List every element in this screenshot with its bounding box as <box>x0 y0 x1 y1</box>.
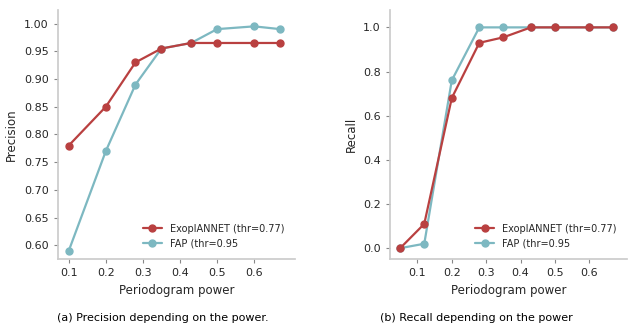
Legend: ExoplANNET (thr=0.77), FAP (thr=0.95: ExoplANNET (thr=0.77), FAP (thr=0.95 <box>469 218 622 254</box>
X-axis label: Periodogram power: Periodogram power <box>451 284 566 297</box>
FAP (thr=0.95 <box>65 249 72 253</box>
ExoplANNET (thr=0.77) <box>188 41 195 45</box>
FAP (thr=0.95 <box>276 27 284 31</box>
FAP (thr=0.95 <box>157 47 165 51</box>
Y-axis label: Recall: Recall <box>344 117 358 152</box>
FAP (thr=0.95 <box>476 26 483 29</box>
ExoplANNET (thr=0.77) <box>527 26 535 29</box>
FAP (thr=0.95 <box>250 24 258 28</box>
ExoplANNET (thr=0.77) <box>250 41 258 45</box>
ExoplANNET (thr=0.77) <box>396 246 404 250</box>
Line: ExoplANNET (thr=0.77): ExoplANNET (thr=0.77) <box>397 24 617 252</box>
ExoplANNET (thr=0.77) <box>448 96 456 100</box>
FAP (thr=0.95 <box>448 78 456 82</box>
Line: FAP (thr=0.95: FAP (thr=0.95 <box>65 23 284 254</box>
Text: (a) Precision depending on the power.: (a) Precision depending on the power. <box>58 313 269 323</box>
ExoplANNET (thr=0.77) <box>420 222 428 226</box>
ExoplANNET (thr=0.77) <box>476 41 483 45</box>
FAP (thr=0.95 <box>586 26 593 29</box>
ExoplANNET (thr=0.77) <box>132 61 140 64</box>
ExoplANNET (thr=0.77) <box>551 26 559 29</box>
ExoplANNET (thr=0.77) <box>157 47 165 51</box>
FAP (thr=0.95 <box>610 26 618 29</box>
FAP (thr=0.95 <box>188 41 195 45</box>
FAP (thr=0.95 <box>102 149 109 153</box>
ExoplANNET (thr=0.77) <box>65 144 72 147</box>
FAP (thr=0.95 <box>213 27 221 31</box>
ExoplANNET (thr=0.77) <box>610 26 618 29</box>
FAP (thr=0.95 <box>527 26 535 29</box>
FAP (thr=0.95 <box>132 83 140 87</box>
ExoplANNET (thr=0.77) <box>276 41 284 45</box>
FAP (thr=0.95 <box>420 242 428 246</box>
Line: ExoplANNET (thr=0.77): ExoplANNET (thr=0.77) <box>65 40 284 149</box>
Line: FAP (thr=0.95: FAP (thr=0.95 <box>397 24 617 252</box>
ExoplANNET (thr=0.77) <box>500 35 508 39</box>
ExoplANNET (thr=0.77) <box>213 41 221 45</box>
FAP (thr=0.95 <box>500 26 508 29</box>
Text: (b) Recall depending on the power: (b) Recall depending on the power <box>380 313 573 323</box>
Y-axis label: Precision: Precision <box>5 108 19 161</box>
ExoplANNET (thr=0.77) <box>586 26 593 29</box>
FAP (thr=0.95 <box>551 26 559 29</box>
X-axis label: Periodogram power: Periodogram power <box>118 284 234 297</box>
FAP (thr=0.95 <box>396 246 404 250</box>
ExoplANNET (thr=0.77) <box>102 105 109 109</box>
Legend: ExoplANNET (thr=0.77), FAP (thr=0.95: ExoplANNET (thr=0.77), FAP (thr=0.95 <box>137 218 290 254</box>
